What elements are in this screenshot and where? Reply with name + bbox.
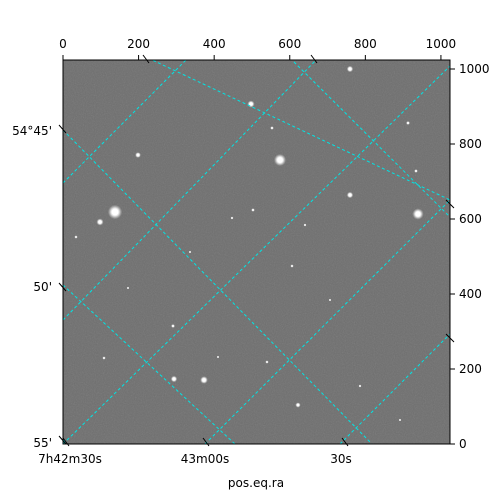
- star-core: [415, 170, 417, 172]
- star-core: [415, 211, 421, 217]
- grid-line: [63, 129, 373, 444]
- top-tick-label: 200: [127, 37, 150, 51]
- image-noise: [63, 60, 450, 444]
- star-core: [172, 377, 176, 381]
- star-core: [266, 361, 268, 363]
- x-axis-title: pos.eq.ra: [228, 476, 284, 490]
- star-core: [271, 127, 273, 129]
- star-core: [136, 153, 140, 157]
- right-tick-label: 800: [459, 137, 482, 151]
- ra-axis: 7h42m30s 43m00s 30s pos.eq.ra: [38, 437, 352, 490]
- edge-tick-top-1: [142, 54, 150, 64]
- edge-tick-right-2: [445, 333, 455, 343]
- grid-line: [63, 60, 187, 184]
- star-core: [172, 325, 174, 327]
- ra-tick-label-0: 7h42m30s: [38, 452, 102, 466]
- star-core: [103, 357, 105, 359]
- edge-tick-right-1: [445, 199, 455, 209]
- ra-tick-label-1: 43m00s: [181, 452, 229, 466]
- star-core: [359, 385, 361, 387]
- grid-line: [63, 60, 317, 321]
- dec-tick-label-1: 50': [33, 280, 52, 294]
- right-tick-label: 400: [459, 287, 482, 301]
- star-core: [189, 251, 191, 253]
- coordinate-grid: [63, 60, 450, 444]
- grid-line: [204, 199, 450, 444]
- star-core: [217, 356, 219, 358]
- star-core: [348, 193, 352, 197]
- star-field: [74, 65, 424, 422]
- dec-tick-mark-2: [58, 435, 67, 445]
- right-tick-label: 0: [459, 437, 467, 451]
- star-core: [399, 419, 401, 421]
- star-core: [111, 208, 119, 216]
- dec-tick-label-0: 54°45': [12, 124, 52, 138]
- top-pixel-axis: 0 200 400 600 800 1000: [59, 37, 456, 60]
- star-core: [231, 217, 233, 219]
- top-tick-label: 1000: [426, 37, 457, 51]
- top-tick-label: 600: [278, 37, 301, 51]
- ra-tick-mark-0: [62, 437, 70, 447]
- edge-grid-ticks: [142, 54, 455, 343]
- star-core: [296, 403, 300, 407]
- dec-tick-mark-0: [58, 124, 67, 134]
- star-core: [277, 157, 283, 163]
- grid-line: [63, 65, 450, 444]
- star-core: [202, 378, 206, 382]
- star-core: [348, 67, 352, 71]
- grid-line: [339, 333, 450, 444]
- ra-tick-mark-1: [202, 437, 210, 447]
- top-tick-label: 400: [203, 37, 226, 51]
- star-core: [304, 224, 306, 226]
- star-core: [127, 287, 129, 289]
- star-core: [291, 265, 293, 267]
- dec-tick-label-2: 55': [33, 436, 52, 450]
- right-tick-label: 1000: [459, 62, 490, 76]
- star-core: [407, 122, 409, 124]
- image-panel: [62, 59, 451, 445]
- grid-line: [63, 284, 236, 444]
- plot-frame: [62, 59, 451, 445]
- dec-tick-mark-1: [58, 282, 67, 292]
- star-core: [329, 299, 331, 301]
- right-tick-label: 200: [459, 362, 482, 376]
- dec-axis: 54°45' 50' 55': [12, 124, 67, 450]
- star-core: [98, 220, 102, 224]
- grid-line: [291, 60, 450, 218]
- ra-tick-label-2: 30s: [330, 452, 352, 466]
- right-pixel-axis: 0 200 400 600 800 1000: [450, 62, 490, 451]
- edge-tick-top-2: [310, 54, 318, 64]
- star-core: [249, 102, 253, 106]
- star-core: [252, 209, 254, 211]
- right-tick-label: 600: [459, 212, 482, 226]
- top-tick-label: 800: [354, 37, 377, 51]
- top-tick-label: 0: [59, 37, 67, 51]
- ra-tick-mark-2: [341, 437, 349, 447]
- grid-line: [151, 60, 450, 201]
- star-core: [75, 236, 77, 238]
